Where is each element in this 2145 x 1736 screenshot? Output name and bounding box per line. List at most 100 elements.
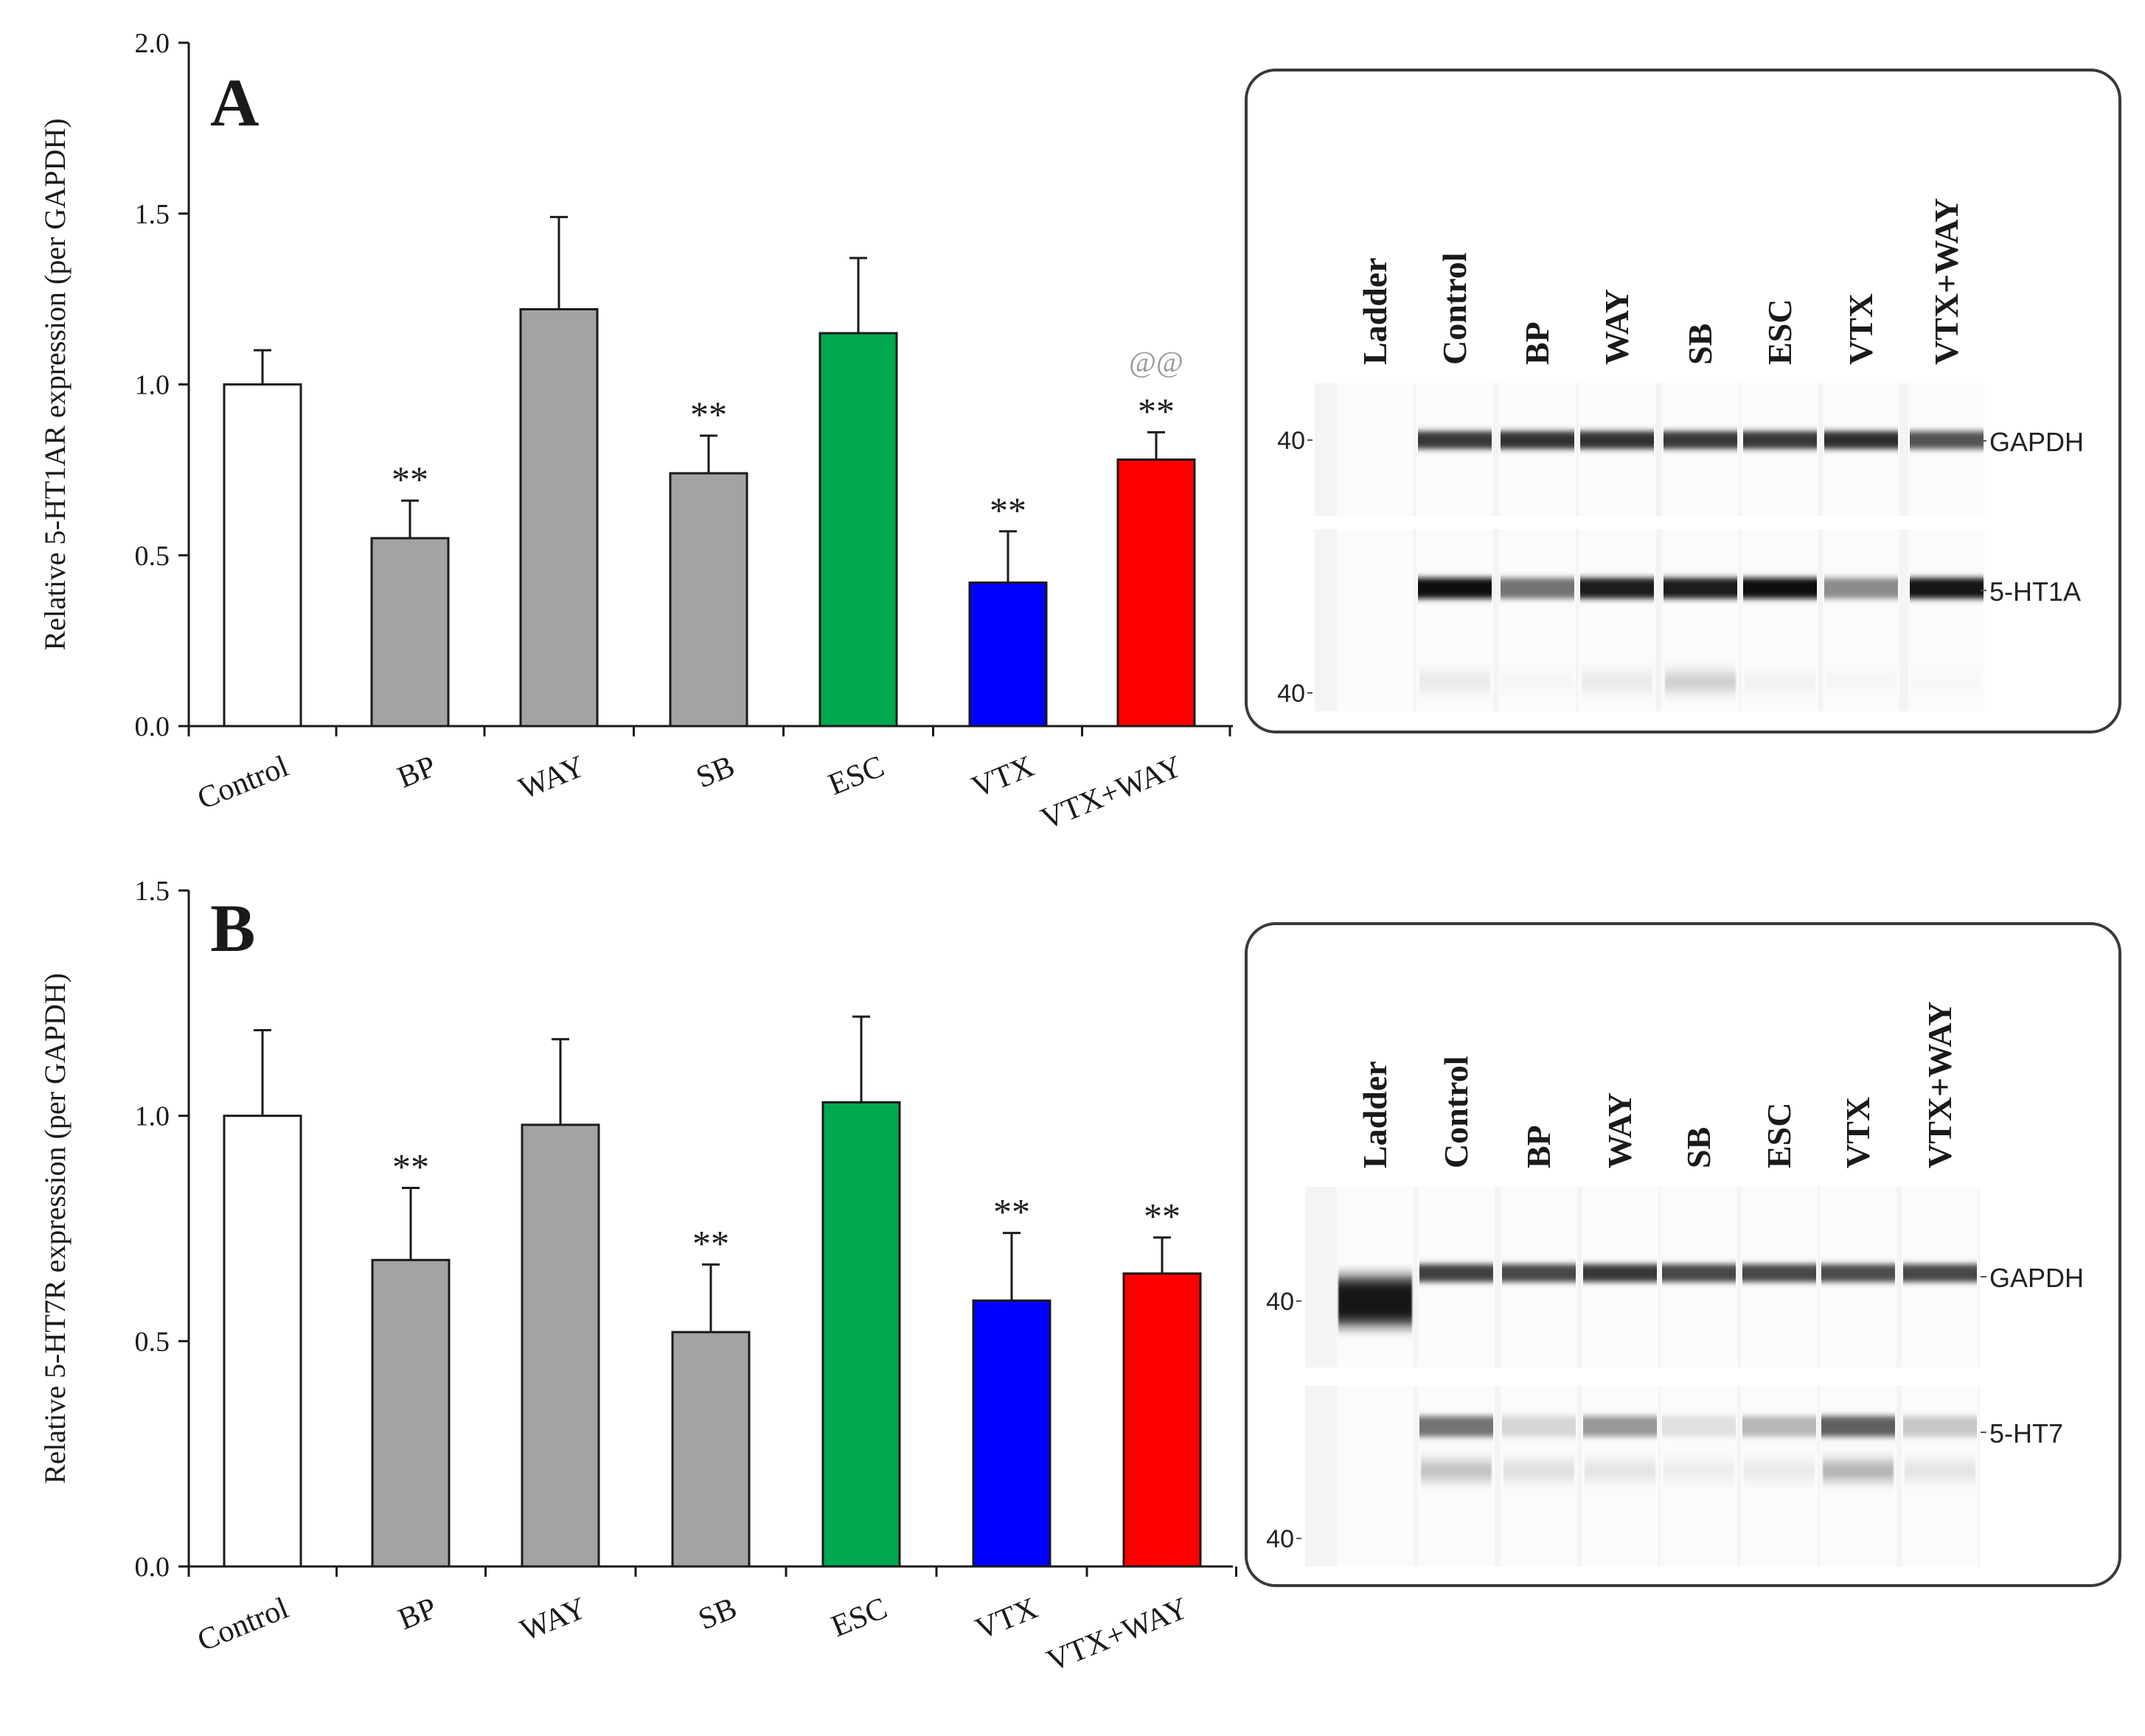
lane-label: BP (1520, 1125, 1557, 1168)
marker-top-label: 40 (1266, 1288, 1294, 1316)
receptor-band (1824, 578, 1898, 599)
lane-label: ESC (1761, 299, 1798, 365)
x-tick-label: ESC (824, 750, 889, 803)
receptor-band (1903, 1416, 1977, 1437)
panel-letter: A (210, 65, 259, 140)
x-tick-label: BP (394, 1592, 442, 1637)
y-tick-label: 1.0 (135, 1101, 170, 1132)
x-tick-label: WAY (515, 1592, 591, 1648)
gapdh-band (1583, 1264, 1657, 1282)
lane-label: Ladder (1356, 1061, 1394, 1168)
significance-marker: ** (392, 459, 428, 500)
lane-label: VTX (1842, 293, 1880, 365)
significance-marker: ** (993, 1191, 1030, 1233)
bar-sb (669, 472, 748, 728)
x-tick-label: Control (193, 750, 293, 817)
receptor-band (1663, 578, 1737, 599)
lane-label: Control (1437, 1056, 1475, 1169)
blot-lane-top (1823, 383, 1899, 516)
blot-lane-top (1908, 383, 1985, 516)
receptor-faint-band (1585, 1462, 1655, 1479)
band-label-top: GAPDH (1989, 1263, 2084, 1293)
receptor-faint-band (1419, 673, 1490, 691)
x-tick-label: VTX (970, 1592, 1042, 1647)
receptor-band (1821, 1416, 1895, 1437)
blot-panel-b: Ladder Control BP WAY SB ESC VTX VTX+WAY 40 40 GAP… (1245, 922, 2121, 1587)
receptor-faint-band (1823, 1462, 1894, 1479)
y-tick-label: 1.5 (135, 876, 170, 907)
x-tick-label: VTX+WAY (1042, 1592, 1192, 1679)
y-tick-label: 0.0 (135, 1552, 170, 1583)
panel-letter: B (210, 890, 255, 966)
receptor-faint-band (1502, 673, 1573, 691)
y-tick-label: 0.5 (135, 540, 170, 571)
gapdh-band (1501, 431, 1574, 449)
gapdh-band (1821, 1264, 1895, 1282)
bar-bp (370, 537, 450, 728)
x-tick-label: SB (692, 750, 740, 795)
ladder-band (1338, 1277, 1412, 1325)
gapdh-band (1824, 431, 1898, 449)
lane-label: VTX (1839, 1097, 1877, 1168)
receptor-faint-band (1503, 1462, 1574, 1479)
chart-panel-a: 0.0 0.5 1.0 1.5 2.0 Control ** BP WAY ** SB ESC ** VT… (38, 28, 1233, 837)
band-label-top: GAPDH (1989, 427, 2084, 457)
receptor-faint-band (1663, 1462, 1734, 1479)
gapdh-band (1419, 1264, 1493, 1282)
gapdh-band (1742, 1264, 1816, 1282)
bar-esc (818, 332, 898, 728)
y-tick-label: 2.0 (135, 28, 170, 59)
gapdh-band (1743, 431, 1817, 449)
receptor-band (1502, 1416, 1576, 1437)
bar-vtx (968, 581, 1048, 728)
gapdh-band (1580, 431, 1654, 449)
receptor-band (1580, 578, 1654, 599)
x-tick-label: BP (393, 750, 441, 795)
receptor-band (1419, 1416, 1493, 1437)
bar-way (521, 1123, 600, 1568)
receptor-band (1743, 578, 1817, 599)
x-tick-label: WAY (514, 750, 589, 806)
lane-label: SB (1681, 324, 1719, 365)
chart-panel-b: 0.0 0.5 1.0 1.5 Control ** BP WAY ** SB ESC ** VTX **… (38, 876, 1237, 1679)
significance-marker: ** (1144, 1196, 1181, 1237)
band-label-bottom: 5-HT1A (1989, 576, 2081, 607)
receptor-band (1662, 1416, 1736, 1437)
significance-marker: ** (990, 489, 1026, 531)
lane-label: Control (1436, 253, 1473, 366)
blot-lane-top (1662, 383, 1739, 516)
receptor-band (1501, 578, 1574, 599)
lane-label: Ladder (1356, 257, 1394, 365)
gapdh-band (1662, 1264, 1736, 1282)
blot-lane-top (1499, 383, 1576, 516)
y-axis-label: Relative 5-HT7R expression (per GAPDH) (38, 973, 72, 1484)
marker-bottom-label: 40 (1277, 680, 1305, 708)
receptor-faint-band (1744, 1462, 1815, 1479)
bar-control (223, 383, 302, 728)
significance-marker: ** (1138, 390, 1175, 431)
receptor-band (1910, 578, 1984, 599)
lane-label: ESC (1760, 1103, 1798, 1168)
receptor-faint-band (1911, 673, 1982, 691)
lane-label: SB (1680, 1127, 1717, 1168)
blot-lane-top (1337, 383, 1414, 516)
bar-sb (671, 1331, 751, 1568)
lane-label: WAY (1598, 289, 1635, 365)
bar-vtx-way (1122, 1272, 1202, 1568)
bar-esc (821, 1101, 901, 1568)
x-tick-label: VTX (967, 750, 1038, 805)
bar-way (519, 308, 599, 728)
marker-top-label: 40 (1277, 427, 1305, 455)
lane-label: VTX+WAY (1921, 1002, 1958, 1168)
receptor-faint-band (1905, 1462, 1975, 1479)
blot-lane-bottom (1337, 1386, 1414, 1566)
receptor-faint-band (1582, 673, 1652, 691)
bar-bp (371, 1258, 451, 1568)
y-tick-label: 0.5 (135, 1326, 170, 1357)
x-tick-label: SB (694, 1592, 742, 1637)
gapdh-band (1418, 431, 1492, 449)
receptor-band (1583, 1416, 1657, 1437)
receptor-faint-band (1745, 673, 1815, 691)
significance-marker-secondary: @@ (1129, 345, 1183, 378)
